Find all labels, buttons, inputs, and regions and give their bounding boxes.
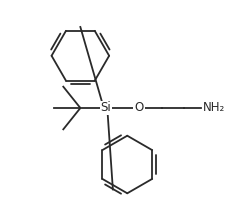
Text: O: O xyxy=(134,102,144,114)
Text: NH₂: NH₂ xyxy=(203,102,225,114)
Text: Si: Si xyxy=(101,102,111,114)
